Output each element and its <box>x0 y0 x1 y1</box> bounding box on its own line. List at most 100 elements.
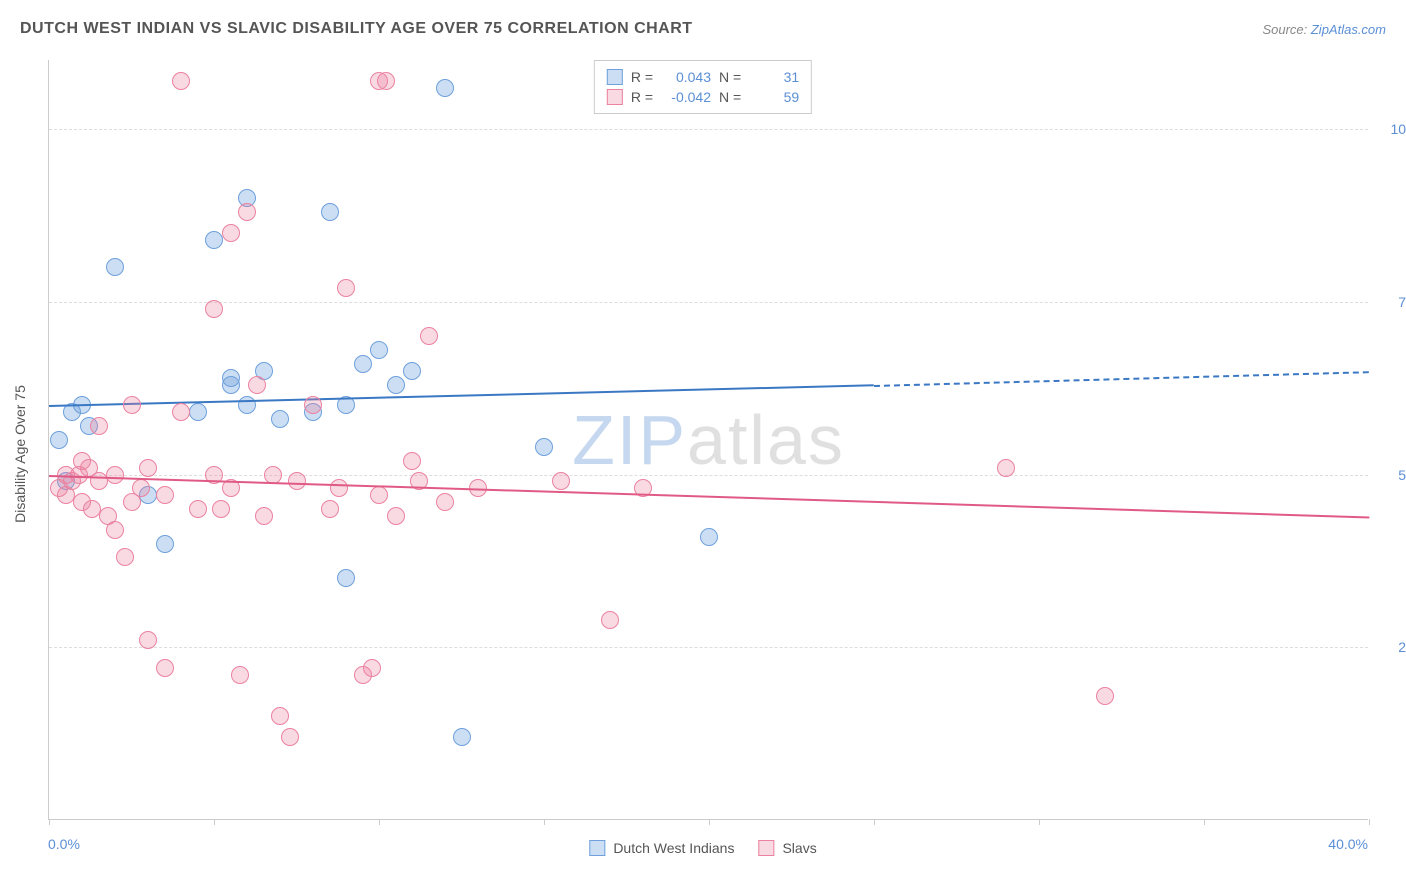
r-label: R = <box>631 69 653 85</box>
x-tick <box>1039 819 1040 825</box>
data-point-slavs <box>601 611 619 629</box>
data-point-slavs <box>552 472 570 490</box>
data-point-dutch_west_indians <box>50 431 68 449</box>
data-point-dutch_west_indians <box>700 528 718 546</box>
x-tick <box>874 819 875 825</box>
data-point-slavs <box>1096 687 1114 705</box>
data-point-slavs <box>139 459 157 477</box>
y-tick-label: 75.0% <box>1378 294 1406 310</box>
data-point-slavs <box>330 479 348 497</box>
data-point-dutch_west_indians <box>436 79 454 97</box>
trend-line-slavs <box>49 475 1369 518</box>
x-tick <box>1369 819 1370 825</box>
data-point-dutch_west_indians <box>453 728 471 746</box>
data-point-slavs <box>436 493 454 511</box>
legend-swatch <box>589 840 605 856</box>
y-tick-label: 25.0% <box>1378 639 1406 655</box>
data-point-dutch_west_indians <box>205 231 223 249</box>
data-point-slavs <box>83 500 101 518</box>
trend-line-dutch_west_indians <box>49 385 874 408</box>
data-point-slavs <box>231 666 249 684</box>
data-point-slavs <box>363 659 381 677</box>
r-value: 0.043 <box>661 69 711 85</box>
x-tick <box>379 819 380 825</box>
legend-item-slavs: Slavs <box>758 840 816 856</box>
data-point-dutch_west_indians <box>321 203 339 221</box>
n-value: 31 <box>749 69 799 85</box>
data-point-slavs <box>370 486 388 504</box>
data-point-slavs <box>377 72 395 90</box>
gridline <box>49 475 1368 476</box>
n-label: N = <box>719 69 741 85</box>
data-point-slavs <box>997 459 1015 477</box>
data-point-dutch_west_indians <box>337 569 355 587</box>
legend-swatch <box>607 89 623 105</box>
data-point-slavs <box>255 507 273 525</box>
data-point-slavs <box>116 548 134 566</box>
data-point-slavs <box>132 479 150 497</box>
data-point-slavs <box>321 500 339 518</box>
data-point-slavs <box>205 300 223 318</box>
legend-swatch <box>607 69 623 85</box>
y-axis-title: Disability Age Over 75 <box>12 385 28 523</box>
x-tick <box>1204 819 1205 825</box>
source-attribution: Source: ZipAtlas.com <box>1262 22 1386 37</box>
x-tick <box>709 819 710 825</box>
gridline <box>49 302 1368 303</box>
x-tick <box>544 819 545 825</box>
legend-item-dutch_west_indians: Dutch West Indians <box>589 840 734 856</box>
data-point-slavs <box>403 452 421 470</box>
data-point-slavs <box>271 707 289 725</box>
x-tick <box>49 819 50 825</box>
r-value: -0.042 <box>661 89 711 105</box>
r-label: R = <box>631 89 653 105</box>
data-point-slavs <box>189 500 207 518</box>
data-point-slavs <box>337 279 355 297</box>
x-tick <box>214 819 215 825</box>
data-point-slavs <box>248 376 266 394</box>
data-point-slavs <box>420 327 438 345</box>
correlation-legend: R = 0.043 N = 31 R = -0.042 N = 59 <box>594 60 812 114</box>
data-point-slavs <box>106 521 124 539</box>
legend-label: Slavs <box>782 840 816 856</box>
data-point-slavs <box>90 472 108 490</box>
data-point-slavs <box>304 396 322 414</box>
gridline <box>49 129 1368 130</box>
data-point-dutch_west_indians <box>535 438 553 456</box>
data-point-slavs <box>156 659 174 677</box>
y-tick-label: 100.0% <box>1378 121 1406 137</box>
n-value: 59 <box>749 89 799 105</box>
data-point-slavs <box>156 486 174 504</box>
data-point-slavs <box>139 631 157 649</box>
data-point-slavs <box>172 72 190 90</box>
legend-swatch <box>758 840 774 856</box>
data-point-slavs <box>288 472 306 490</box>
data-point-slavs <box>123 396 141 414</box>
data-point-dutch_west_indians <box>222 376 240 394</box>
data-point-dutch_west_indians <box>403 362 421 380</box>
data-point-dutch_west_indians <box>370 341 388 359</box>
legend-label: Dutch West Indians <box>613 840 734 856</box>
data-point-slavs <box>238 203 256 221</box>
source-link[interactable]: ZipAtlas.com <box>1311 22 1386 37</box>
data-point-slavs <box>264 466 282 484</box>
data-point-slavs <box>172 403 190 421</box>
data-point-dutch_west_indians <box>156 535 174 553</box>
data-point-slavs <box>212 500 230 518</box>
y-tick-label: 50.0% <box>1378 467 1406 483</box>
watermark: ZIPatlas <box>572 400 845 480</box>
data-point-slavs <box>281 728 299 746</box>
data-point-dutch_west_indians <box>387 376 405 394</box>
legend-row-slavs: R = -0.042 N = 59 <box>607 87 799 107</box>
n-label: N = <box>719 89 741 105</box>
data-point-dutch_west_indians <box>106 258 124 276</box>
legend-row-dutch_west_indians: R = 0.043 N = 31 <box>607 67 799 87</box>
data-point-dutch_west_indians <box>189 403 207 421</box>
x-axis-max-label: 40.0% <box>1328 836 1368 852</box>
data-point-dutch_west_indians <box>354 355 372 373</box>
data-point-slavs <box>387 507 405 525</box>
data-point-slavs <box>90 417 108 435</box>
x-axis-min-label: 0.0% <box>48 836 80 852</box>
data-point-slavs <box>106 466 124 484</box>
data-point-dutch_west_indians <box>271 410 289 428</box>
